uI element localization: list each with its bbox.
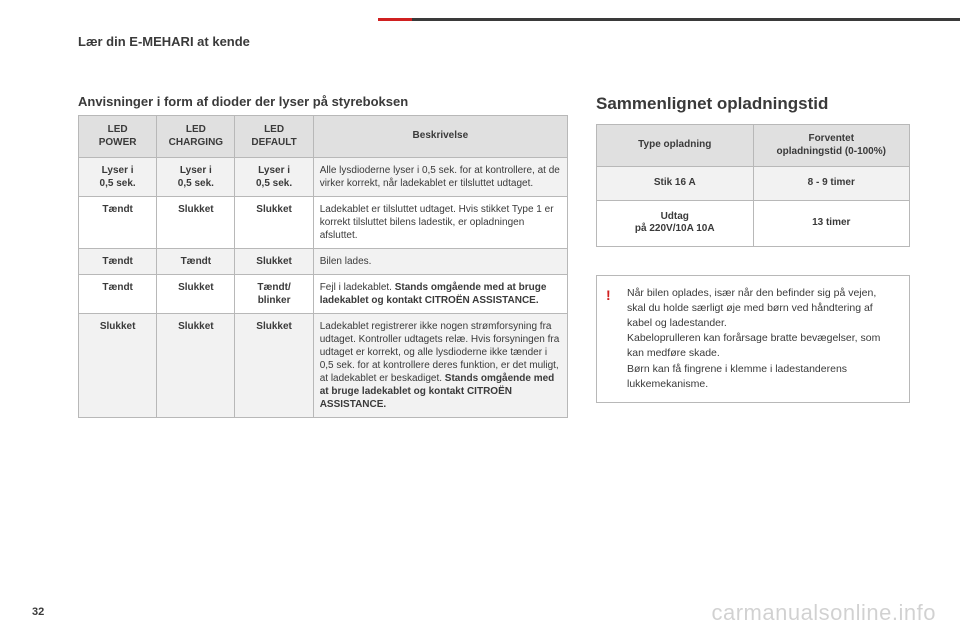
- table-row: Tændt Slukket Tændt/blinker Fejl i ladek…: [79, 275, 568, 314]
- table-row: Tændt Slukket Slukket Ladekablet er tils…: [79, 197, 568, 249]
- led-col-desc: Beskrivelse: [313, 116, 567, 158]
- charge-cell: 13 timer: [753, 200, 910, 246]
- charge-time-table: Type opladning Forventetopladningstid (0…: [596, 124, 910, 247]
- led-cell: Slukket: [235, 197, 313, 249]
- led-cell: Tændt: [79, 197, 157, 249]
- led-desc: Alle lysdioderne lyser i 0,5 sek. for at…: [313, 158, 567, 197]
- two-column-layout: Anvisninger i form af dioder der lyser p…: [78, 94, 910, 418]
- warning-icon: !: [606, 285, 611, 305]
- led-desc-prefix: Fejl i ladekablet.: [320, 282, 395, 293]
- strip-seg-blank: [0, 18, 78, 21]
- table-row: Tændt Tændt Slukket Bilen lades.: [79, 249, 568, 275]
- warning-box: ! Når bilen oplades, især når den befind…: [596, 275, 910, 404]
- charge-cell: 8 - 9 timer: [753, 167, 910, 201]
- led-cell: Tændt: [157, 249, 235, 275]
- led-cell: Tændt/blinker: [235, 275, 313, 314]
- led-col-default: LEDDEFAULT: [235, 116, 313, 158]
- strip-seg-white: [78, 18, 378, 21]
- led-status-table: LEDPOWER LEDCHARGING LEDDEFAULT Beskrive…: [78, 115, 568, 418]
- table-row: Lyser i0,5 sek. Lyser i0,5 sek. Lyser i0…: [79, 158, 568, 197]
- led-desc: Ladekablet er tilsluttet udtaget. Hvis s…: [313, 197, 567, 249]
- watermark-text: carmanualsonline.info: [711, 600, 936, 626]
- charge-time-heading: Sammenlignet opladningstid: [596, 94, 910, 114]
- charge-cell: Stik 16 A: [597, 167, 754, 201]
- page-header-title: Lær din E-MEHARI at kende: [78, 34, 250, 49]
- led-desc: Bilen lades.: [313, 249, 567, 275]
- led-cell: Slukket: [235, 249, 313, 275]
- warning-text: Når bilen oplades, især når den befinder…: [627, 287, 880, 390]
- charge-cell: Udtagpå 220V/10A 10A: [597, 200, 754, 246]
- charge-col-time: Forventetopladningstid (0-100%): [753, 125, 910, 167]
- led-table-heading: Anvisninger i form af dioder der lyser p…: [78, 94, 568, 109]
- led-col-charging: LEDCHARGING: [157, 116, 235, 158]
- page-number: 32: [32, 606, 44, 618]
- led-desc: Ladekablet registrerer ikke nogen strømf…: [313, 314, 567, 418]
- strip-seg-dark: [412, 18, 960, 21]
- left-column: Anvisninger i form af dioder der lyser p…: [78, 94, 568, 418]
- led-cell: Slukket: [157, 197, 235, 249]
- led-cell: Tændt: [79, 275, 157, 314]
- top-accent-strip: [0, 18, 960, 21]
- led-cell: Tændt: [79, 249, 157, 275]
- led-desc: Fejl i ladekablet. Stands omgående med a…: [313, 275, 567, 314]
- led-col-power: LEDPOWER: [79, 116, 157, 158]
- charge-col-type: Type opladning: [597, 125, 754, 167]
- led-cell: Slukket: [157, 314, 235, 418]
- led-cell: Slukket: [79, 314, 157, 418]
- led-cell: Lyser i0,5 sek.: [79, 158, 157, 197]
- led-cell: Lyser i0,5 sek.: [157, 158, 235, 197]
- right-column: Sammenlignet opladningstid Type opladnin…: [596, 94, 910, 418]
- led-cell: Slukket: [157, 275, 235, 314]
- led-cell: Lyser i0,5 sek.: [235, 158, 313, 197]
- led-cell: Slukket: [235, 314, 313, 418]
- table-row: Slukket Slukket Slukket Ladekablet regis…: [79, 314, 568, 418]
- table-row: Udtagpå 220V/10A 10A 13 timer: [597, 200, 910, 246]
- led-table-body: Lyser i0,5 sek. Lyser i0,5 sek. Lyser i0…: [79, 158, 568, 418]
- strip-seg-red: [378, 18, 412, 21]
- page-content: Anvisninger i form af dioder der lyser p…: [78, 94, 910, 600]
- table-row: Stik 16 A 8 - 9 timer: [597, 167, 910, 201]
